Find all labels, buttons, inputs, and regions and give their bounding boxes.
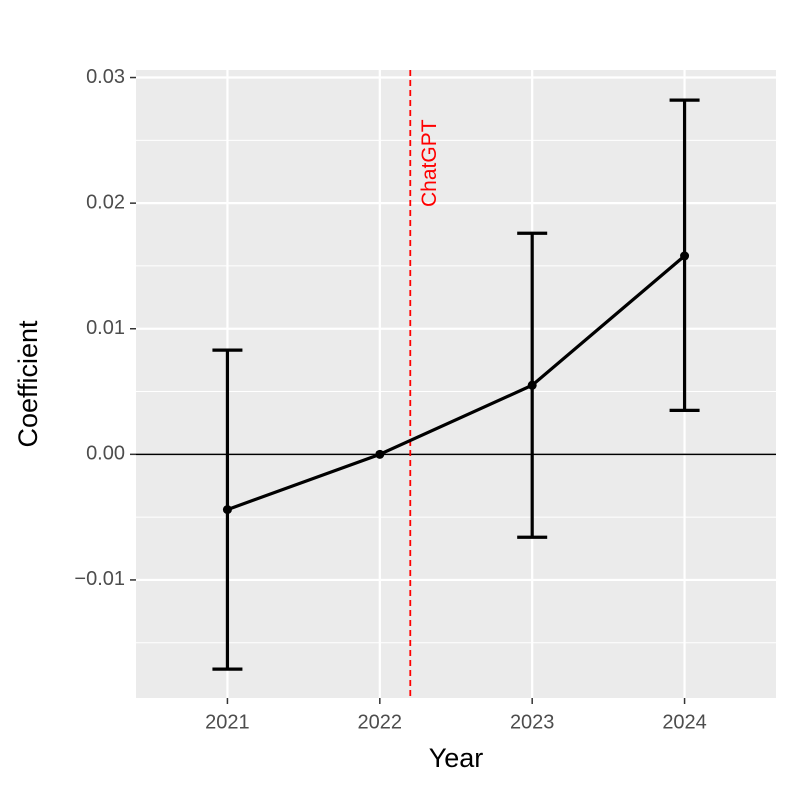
- y-tick-label: 0.03: [86, 66, 125, 88]
- x-axis-title: Year: [429, 743, 484, 773]
- point: [375, 449, 385, 459]
- event-label: ChatGPT: [418, 119, 441, 207]
- point: [222, 505, 232, 515]
- x-tick-label: 2021: [205, 711, 250, 733]
- point: [527, 380, 537, 390]
- x-tick-label: 2023: [510, 711, 555, 733]
- y-tick-label: 0.00: [86, 443, 125, 465]
- y-tick-label: 0.02: [86, 191, 125, 213]
- line: [226, 254, 686, 512]
- y-tick-label: 0.01: [86, 317, 125, 339]
- plot-panel: [136, 70, 776, 698]
- y-axis-title: Coefficient: [13, 320, 43, 448]
- x-tick-label: 2024: [662, 711, 707, 733]
- y-tick-label: −0.01: [74, 568, 125, 590]
- point: [680, 251, 690, 261]
- x-tick-label: 2022: [358, 711, 403, 733]
